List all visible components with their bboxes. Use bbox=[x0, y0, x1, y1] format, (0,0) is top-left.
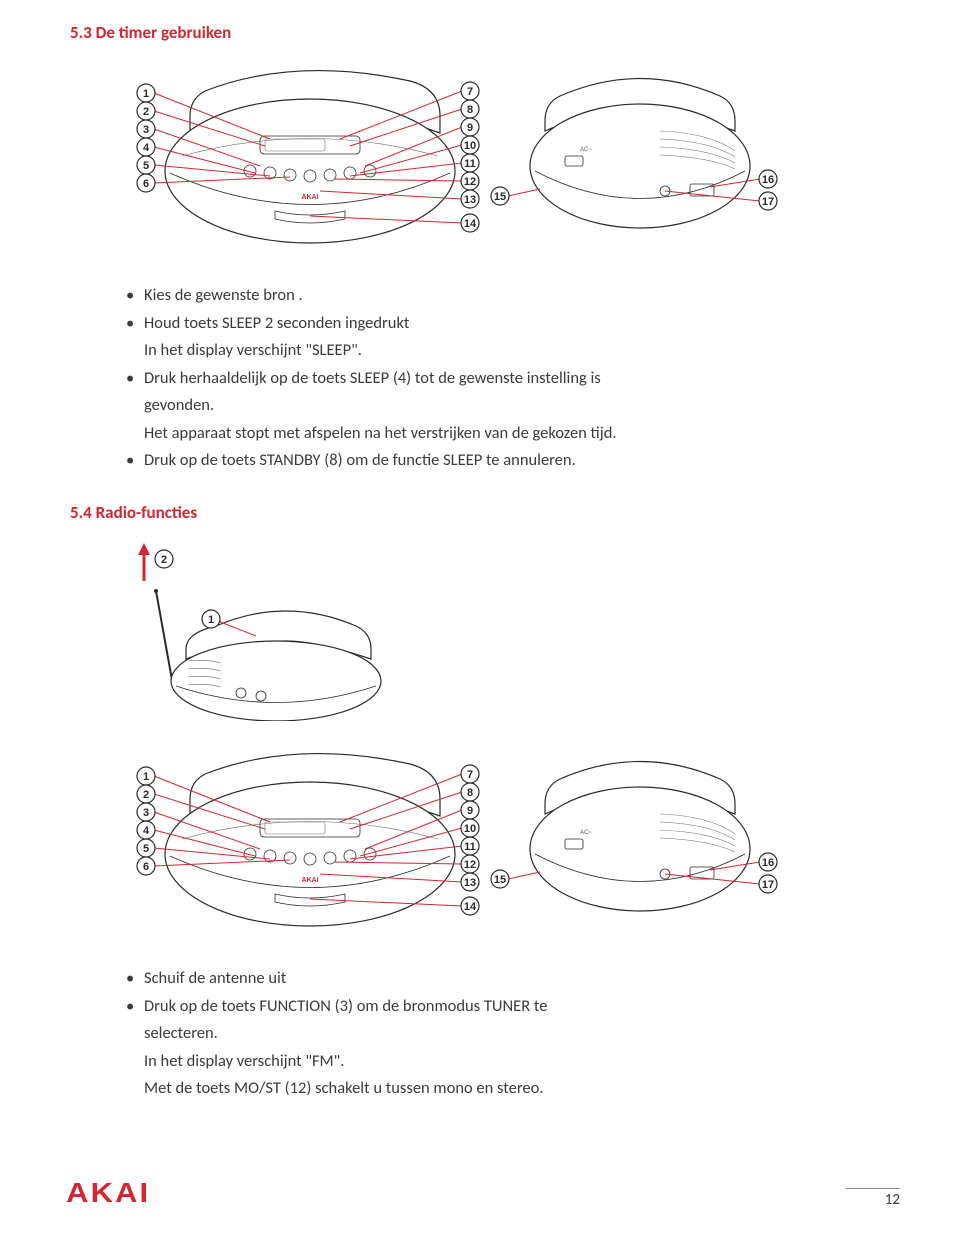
svg-text:11: 11 bbox=[464, 841, 476, 853]
svg-text:2: 2 bbox=[161, 554, 167, 566]
svg-text:AC~: AC~ bbox=[580, 147, 592, 153]
svg-text:16: 16 bbox=[762, 174, 774, 186]
list-item: Kies de gewenste bron . bbox=[144, 283, 890, 309]
svg-text:16: 16 bbox=[762, 857, 774, 869]
device-diagram-svg: AKAI 1 2 3 4 5 6 7 8 9 10 11 12 13 14 bbox=[110, 61, 790, 261]
svg-text:7: 7 bbox=[467, 769, 473, 781]
list-item: Druk op de toets STANDBY (8) om de funct… bbox=[144, 448, 890, 474]
svg-text:10: 10 bbox=[464, 140, 476, 152]
svg-text:6: 6 bbox=[143, 861, 149, 873]
antenna-diagram: 2 1 bbox=[126, 541, 890, 726]
svg-text:1: 1 bbox=[143, 88, 149, 100]
svg-text:12: 12 bbox=[464, 859, 476, 871]
svg-text:2: 2 bbox=[143, 106, 149, 118]
page-number: 12 bbox=[846, 1188, 900, 1209]
svg-text:14: 14 bbox=[464, 901, 477, 913]
svg-text:14: 14 bbox=[464, 218, 477, 230]
list-item: gevonden. bbox=[144, 393, 890, 419]
list-item: Druk op de toets FUNCTION (3) om de bron… bbox=[144, 994, 890, 1020]
svg-text:9: 9 bbox=[467, 122, 473, 134]
svg-text:13: 13 bbox=[464, 877, 476, 889]
svg-text:4: 4 bbox=[143, 825, 150, 837]
brand-logo: AKAI bbox=[66, 1177, 150, 1209]
svg-text:7: 7 bbox=[467, 86, 473, 98]
svg-text:3: 3 bbox=[143, 807, 149, 819]
svg-text:17: 17 bbox=[762, 196, 774, 208]
list-item: Schuif de antenne uit bbox=[144, 966, 890, 992]
svg-text:AKAI: AKAI bbox=[301, 194, 318, 201]
svg-text:8: 8 bbox=[467, 787, 473, 799]
list-item: Het apparaat stopt met afspelen na het v… bbox=[144, 421, 890, 447]
bullet-list-53: Kies de gewenste bron . Houd toets SLEEP… bbox=[144, 283, 890, 474]
svg-text:1: 1 bbox=[143, 771, 149, 783]
list-item: In het display verschijnt "SLEEP". bbox=[144, 338, 890, 364]
section-heading-53: 5.3 De timer gebruiken bbox=[70, 22, 890, 43]
svg-text:8: 8 bbox=[467, 104, 473, 116]
svg-text:15: 15 bbox=[494, 191, 506, 203]
list-item: In het display verschijnt "FM". bbox=[144, 1049, 890, 1075]
antenna-svg: 2 1 bbox=[126, 541, 386, 721]
svg-text:10: 10 bbox=[464, 823, 476, 835]
svg-text:1: 1 bbox=[208, 614, 214, 626]
svg-text:9: 9 bbox=[467, 805, 473, 817]
list-item: Houd toets SLEEP 2 seconden ingedrukt bbox=[144, 311, 890, 337]
section-heading-54: 5.4 Radio-functies bbox=[70, 502, 890, 523]
diagram-front-back-2: AKAI 1 2 3 4 5 6 7 8 9 10 11 12 13 14 bbox=[110, 744, 890, 944]
svg-text:AKAI: AKAI bbox=[301, 877, 318, 884]
svg-text:12: 12 bbox=[464, 176, 476, 188]
list-item: selecteren. bbox=[144, 1021, 890, 1047]
list-item: Druk herhaaldelijk op de toets SLEEP (4)… bbox=[144, 366, 890, 392]
svg-text:3: 3 bbox=[143, 124, 149, 136]
bullet-list-54: Schuif de antenne uit Druk op de toets F… bbox=[144, 966, 890, 1102]
svg-text:11: 11 bbox=[464, 158, 476, 170]
list-item: Met de toets MO/ST (12) schakelt u tusse… bbox=[144, 1076, 890, 1102]
svg-text:5: 5 bbox=[143, 843, 149, 855]
svg-text:4: 4 bbox=[143, 142, 150, 154]
svg-text:2: 2 bbox=[143, 789, 149, 801]
svg-text:6: 6 bbox=[143, 178, 149, 190]
device-diagram-svg: AKAI 1 2 3 4 5 6 7 8 9 10 11 12 13 14 bbox=[110, 744, 790, 944]
svg-text:15: 15 bbox=[494, 874, 506, 886]
svg-text:AC~: AC~ bbox=[580, 830, 592, 836]
page-footer: AKAI 12 bbox=[70, 1177, 900, 1209]
svg-text:13: 13 bbox=[464, 194, 476, 206]
up-arrow-icon bbox=[138, 543, 150, 581]
svg-text:17: 17 bbox=[762, 879, 774, 891]
diagram-front-back-1: AKAI 1 2 3 4 5 6 7 8 9 10 11 12 13 14 bbox=[110, 61, 890, 261]
svg-text:5: 5 bbox=[143, 160, 149, 172]
